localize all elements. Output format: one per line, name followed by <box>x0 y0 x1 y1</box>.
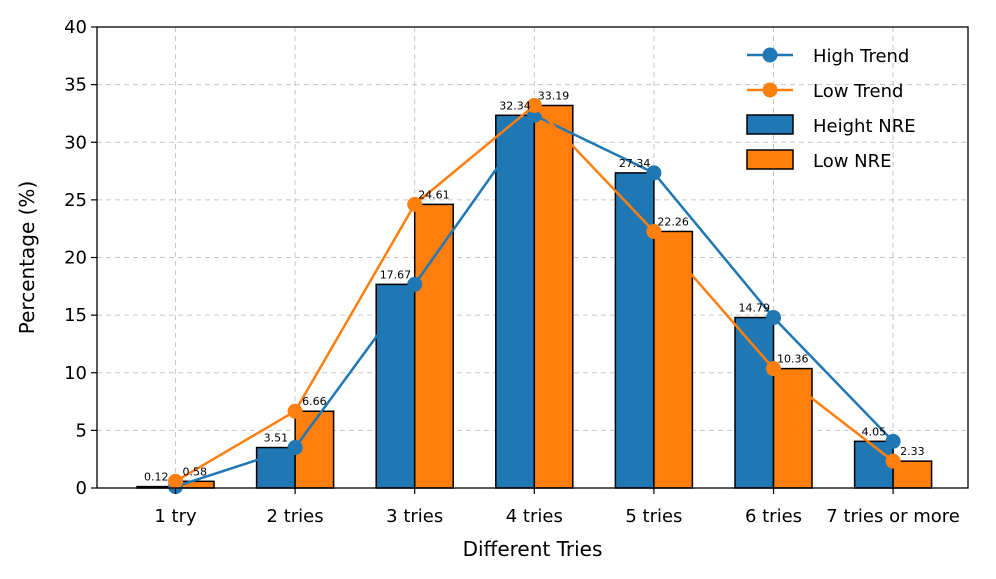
trend-point-high-trend <box>407 276 423 292</box>
trend-point-low-trend <box>168 473 183 489</box>
data-label: 10.36 <box>777 353 809 366</box>
data-label: 24.61 <box>418 188 450 201</box>
trend-point-low-trend <box>885 453 901 469</box>
legend-bar-swatch <box>746 114 794 135</box>
bar-height-nre <box>853 440 894 489</box>
y-tick-label: 5 <box>76 420 87 441</box>
bar-height-nre <box>614 172 655 489</box>
data-label: 14.79 <box>739 302 771 315</box>
legend-entry-height-nre: Height NRE <box>746 114 916 137</box>
trend-point-high-trend <box>646 165 662 181</box>
x-tick-label: 6 tries <box>745 506 802 527</box>
trend-point-high-trend <box>885 433 901 449</box>
data-label: 17.67 <box>380 268 412 281</box>
legend: High Trend Low Trend Height NRE Low NRE <box>746 46 916 172</box>
x-tick-label: 4 tries <box>506 506 563 527</box>
y-tick-label: 0 <box>76 478 87 499</box>
data-label: 0.12 <box>144 471 169 484</box>
y-tick-label: 25 <box>64 190 87 211</box>
y-tick-label: 35 <box>64 75 87 96</box>
data-label: 3.51 <box>264 432 289 445</box>
data-label: 4.05 <box>862 425 887 438</box>
y-tick-label: 15 <box>64 305 87 326</box>
data-label: 2.33 <box>900 445 925 458</box>
trend-point-high-trend <box>287 440 303 456</box>
legend-bar-swatch <box>746 149 794 170</box>
legend-label: Low NRE <box>813 151 892 172</box>
legend-label: Height NRE <box>813 116 916 137</box>
y-tick-label: 40 <box>64 17 87 38</box>
x-axis-label: Different Tries <box>463 537 603 561</box>
y-axis-label: Percentage (%) <box>15 181 39 334</box>
data-label: 6.66 <box>302 395 327 408</box>
x-tick-label: 2 tries <box>267 506 324 527</box>
label-layer: 0.12 3.51 17.67 32.34 27.34 14.79 4.05 0.58 6.66… <box>144 89 925 483</box>
x-tick-label: 5 tries <box>625 506 682 527</box>
data-label: 22.26 <box>657 215 689 228</box>
data-label: 27.34 <box>619 157 651 170</box>
bar-height-nre <box>734 316 775 489</box>
trend-point-low-trend <box>287 403 303 419</box>
legend-entry-low-nre: Low NRE <box>746 149 892 172</box>
trend-point-low-trend <box>646 223 662 239</box>
legend-marker-swatch <box>762 47 778 63</box>
x-tick-label: 7 tries or more <box>826 506 960 527</box>
line-layer <box>168 97 901 495</box>
x-tick-label: 1 try <box>154 506 197 527</box>
trend-point-high-trend <box>766 310 781 326</box>
y-tick-label: 20 <box>64 248 87 269</box>
legend-label: Low Trend <box>813 81 903 102</box>
x-tick-label: 3 tries <box>386 506 443 527</box>
data-label: 0.58 <box>183 465 208 478</box>
legend-marker-swatch <box>762 82 778 98</box>
data-label: 32.34 <box>499 99 531 112</box>
axis-layer: 0 5 10 15 20 25 30 35 40 1 try 2 tries 3 tries 4 tri… <box>64 17 960 527</box>
bar-low-nre <box>653 230 694 489</box>
bar-low-nre <box>413 203 454 489</box>
legend-entry-high-trend: High Trend <box>747 46 909 67</box>
bar-low-nre <box>533 104 574 489</box>
data-label: 33.19 <box>538 89 570 102</box>
trend-point-low-trend <box>526 97 542 113</box>
trend-point-low-trend <box>766 361 781 377</box>
bar-low-nre <box>772 367 813 489</box>
bar-low-nre <box>892 460 933 489</box>
y-tick-label: 10 <box>64 363 87 384</box>
bar-height-nre <box>495 114 536 489</box>
trend-point-low-trend <box>407 196 423 212</box>
legend-label: High Trend <box>813 46 909 67</box>
y-tick-label: 30 <box>64 132 87 153</box>
bar-height-nre <box>375 283 416 489</box>
legend-entry-low-trend: Low Trend <box>747 81 903 102</box>
